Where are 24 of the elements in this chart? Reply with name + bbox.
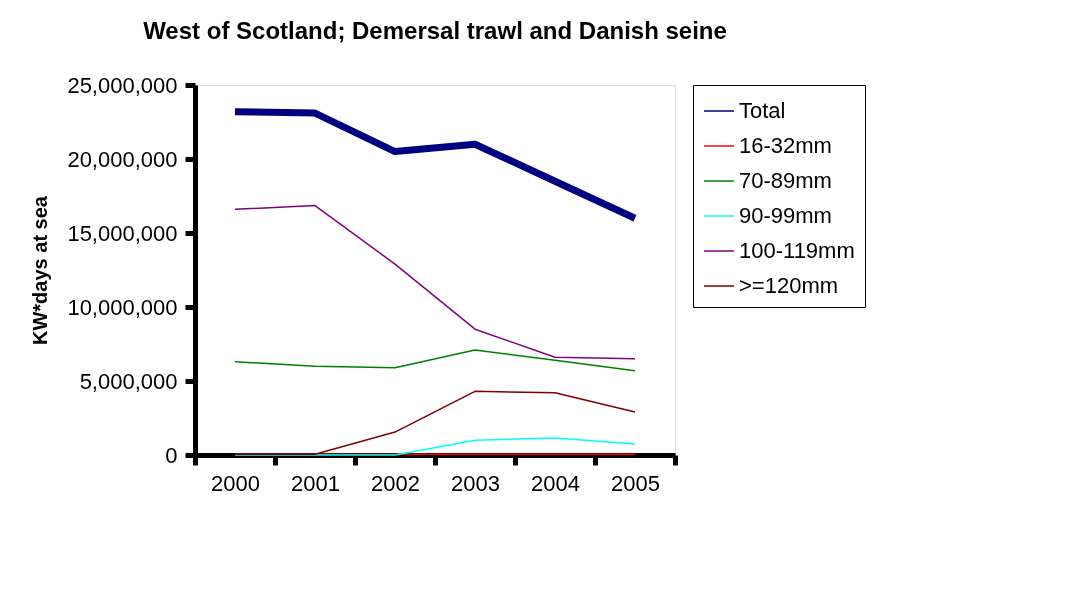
- line-series: [234, 437, 636, 456]
- legend-label: 90-99mm: [739, 203, 832, 228]
- y-tick-label: 20,000,000: [67, 146, 178, 172]
- x-tick-label: 2002: [371, 470, 420, 496]
- legend-label: 100-119mm: [739, 238, 855, 263]
- legend-label: >=120mm: [739, 273, 839, 298]
- legend-label: 70-89mm: [739, 168, 832, 193]
- legend-label: 16-32mm: [739, 133, 832, 158]
- y-tick-label: 15,000,000: [67, 220, 178, 246]
- line-series: [234, 204, 636, 360]
- x-tick-label: 2000: [211, 470, 260, 496]
- y-tick-label: 5,000,000: [79, 368, 178, 394]
- x-tick-label: 2001: [291, 470, 340, 496]
- line-series: [234, 390, 636, 456]
- y-axis-title: KW*days at sea: [29, 195, 52, 345]
- y-tick-label: 25,000,000: [67, 72, 178, 98]
- line-series: [234, 349, 636, 372]
- y-tick-label: 10,000,000: [67, 294, 178, 320]
- x-tick-label: 2003: [451, 470, 500, 496]
- chart-title: West of Scotland; Demersal trawl and Danish seine: [143, 17, 727, 44]
- y-tick-label: 0: [165, 442, 178, 468]
- x-tick-label: 2004: [531, 470, 580, 496]
- legend-label: Total: [739, 98, 786, 123]
- x-tick-label: 2005: [611, 470, 660, 496]
